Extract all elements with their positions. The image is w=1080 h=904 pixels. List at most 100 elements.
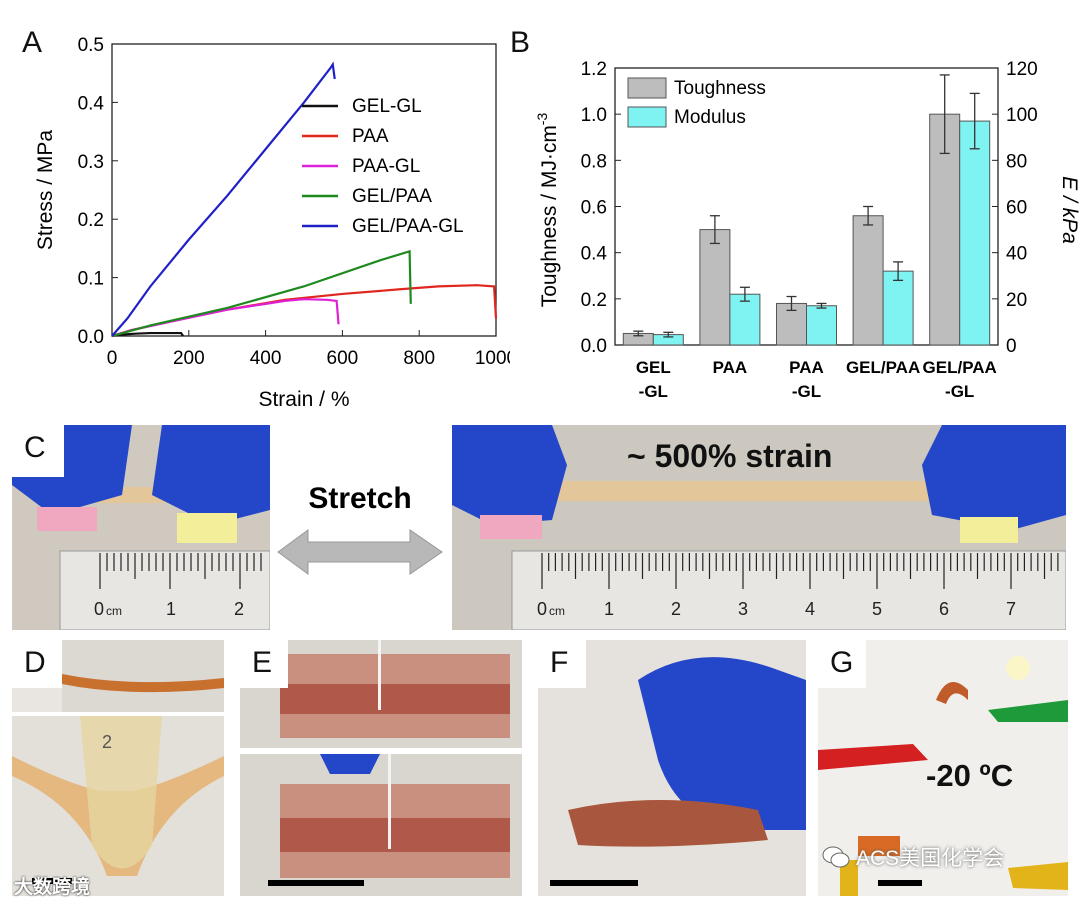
ruler-number: 3 (738, 599, 748, 619)
category-label: GEL/PAA (846, 358, 920, 377)
glove (638, 657, 806, 830)
photo-e-top (240, 640, 522, 748)
y-tick-label: 0.4 (581, 244, 608, 265)
y2-tick-label: 100 (1006, 105, 1038, 126)
watermark-text: ACS美国化学会 (856, 847, 1005, 870)
legend-label: PAA (352, 126, 389, 147)
scale-bar (878, 880, 922, 886)
x-tick-label: 600 (327, 348, 359, 369)
category-label: -GL (639, 382, 668, 401)
series-line (111, 61, 336, 337)
category-label: PAA (789, 358, 824, 377)
y2-tick-label: 40 (1006, 244, 1027, 265)
bar (959, 120, 991, 346)
chart-a-ylabel: Stress / MPa (34, 130, 57, 251)
legend-swatch (627, 106, 667, 128)
photo-d-bottom: 2 (12, 716, 224, 896)
ruler-number: 2 (671, 599, 681, 619)
x-tick-label: 0 (107, 348, 118, 369)
clip-pink (480, 515, 542, 539)
led (1006, 656, 1030, 680)
ruler-right (511, 550, 1066, 630)
chart-b-ylabel: Toughness / MJ·cm-3 (534, 113, 561, 308)
y-tick-label: 0.3 (78, 152, 104, 173)
tube (80, 716, 162, 869)
clip-yellow-left (840, 860, 858, 896)
series-line (111, 298, 340, 338)
y-tick-label: 0.0 (78, 327, 104, 348)
series-line (111, 284, 498, 338)
legend-label: Toughness (674, 78, 766, 99)
photo-e-bottom (240, 754, 522, 896)
y-tick-label: 1.0 (581, 105, 607, 126)
bar (852, 215, 884, 346)
ruler-left-zero: 0 (94, 599, 104, 619)
scale-bar (32, 878, 72, 884)
ruler-number: 4 (805, 599, 815, 619)
legend-swatch (627, 77, 667, 99)
y2-tick-label: 60 (1006, 198, 1027, 219)
panel-f-letter-box: F (538, 640, 586, 688)
wechat-icon (822, 846, 850, 868)
clip-green-top (988, 700, 1068, 722)
glove-right (152, 425, 270, 525)
panel-letter-f: F (550, 646, 569, 679)
clip-pink (37, 507, 97, 531)
bar (806, 305, 837, 346)
photo-c-right: 0 cm 1 2 3 4 5 6 7 ~ 500% strain (452, 425, 1066, 630)
chart-b-y2label: E / kPa (1058, 176, 1080, 244)
x-tick-label: 200 (173, 348, 205, 369)
gel-sample (858, 836, 900, 856)
clip-yellow-right (1008, 862, 1068, 890)
bar (882, 270, 914, 346)
panel-letter-c: C (24, 431, 46, 464)
panel-e-letter-box: E (240, 640, 288, 688)
bar (729, 293, 761, 346)
bar (699, 229, 731, 346)
legend-label: PAA-GL (352, 156, 420, 177)
stretch-arrow: Stretch (277, 482, 443, 575)
gel-film (62, 674, 224, 693)
panel-g-letter-box: G (818, 640, 866, 688)
y-tick-label: 1.2 (581, 59, 607, 80)
panel-letter-a: A (22, 26, 42, 59)
y2-tick-label: 20 (1006, 290, 1027, 311)
y2-tick-label: 120 (1006, 59, 1038, 80)
category-label: PAA (713, 358, 748, 377)
ruler-number: 1 (604, 599, 614, 619)
y-tick-label: 0.6 (581, 198, 607, 219)
chart-a-xlabel: Strain / % (258, 388, 349, 411)
y-tick-label: 0.5 (78, 35, 104, 56)
legend-label: GEL-GL (352, 96, 422, 117)
y-tick-label: 0.0 (581, 336, 607, 357)
ruler-right-unit: cm (549, 604, 565, 618)
category-label: GEL (636, 358, 671, 377)
strain-label: ~ 500% strain (627, 438, 832, 474)
photo-c-right-drawing: 0 cm 1 2 3 4 5 6 7 ~ 500% strain (452, 425, 1066, 630)
stretch-label: Stretch (308, 482, 411, 515)
clip-yellow (177, 513, 237, 543)
x-tick-label: 400 (250, 348, 282, 369)
panel-letter-b: B (510, 26, 530, 59)
ruler-number: 7 (1006, 599, 1016, 619)
photo-c-left-drawing: 0 cm 1 2 (12, 425, 270, 630)
panel-d-letter-box: D (12, 640, 62, 688)
gel-conductor (936, 682, 968, 704)
legend-label: Modulus (674, 107, 746, 128)
tube-mark: 2 (102, 732, 112, 752)
y-tick-label: 0.2 (78, 210, 104, 231)
clip-yellow (960, 517, 1018, 543)
y2-tick-label: 80 (1006, 151, 1027, 172)
series-line (111, 249, 412, 338)
gel-strip-stretched (532, 481, 982, 501)
panel-letter-g: G (830, 646, 854, 679)
chart-a-frame (111, 43, 497, 337)
panel-c-letter-box: C (12, 425, 64, 477)
clip-red (818, 744, 928, 770)
category-label: -GL (792, 382, 821, 401)
legend-label: GEL/PAA (352, 186, 432, 207)
ruler-left (59, 550, 270, 630)
panel-letter-d: D (24, 646, 46, 679)
scale-bar (268, 880, 364, 886)
ruler-right-zero: 0 (537, 599, 547, 619)
